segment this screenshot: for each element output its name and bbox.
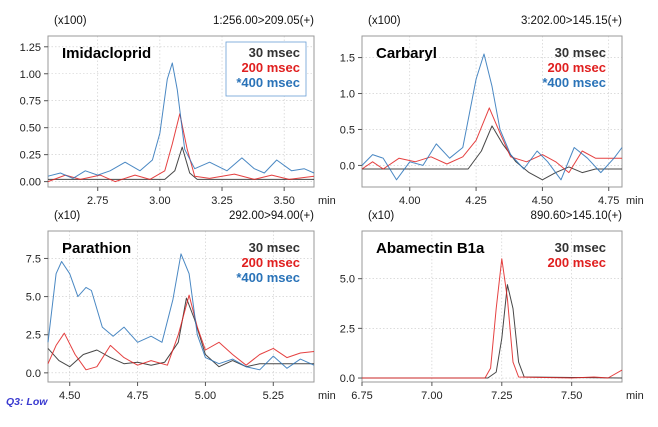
- y-tick-label: 2.5: [340, 323, 355, 335]
- series-group: [362, 258, 623, 379]
- series-line-s400: [47, 62, 315, 179]
- y-tick-label: 0.0: [26, 368, 41, 380]
- series-group: [47, 253, 315, 371]
- transition-label: 890.60>145.10(+): [531, 210, 623, 222]
- x-tick-label: 4.00: [399, 195, 420, 207]
- x-tick-label: 4.75: [598, 195, 619, 207]
- x-tick-label: 5.00: [195, 390, 216, 402]
- x-tick-label: 4.25: [465, 195, 486, 207]
- x-tick-label: 6.75: [351, 390, 372, 402]
- series-line-s200: [362, 258, 623, 379]
- legend-entry: *400 msec: [542, 75, 606, 90]
- legend-entry: 30 msec: [555, 240, 606, 255]
- y-multiplier: (x100): [54, 15, 87, 27]
- compound-name: Imidacloprid: [62, 45, 151, 62]
- y-tick-label: 0.50: [20, 123, 41, 135]
- transition-label: 3:202.00>145.15(+): [521, 15, 622, 27]
- chart-panel: 4.50 4.75 5.00 5.25 0.0 2.5 5.0 7.5 min (x10) 292.…: [26, 210, 336, 402]
- series-line-s30: [48, 146, 314, 180]
- transition-label: 1:256.00>209.05(+): [213, 15, 314, 27]
- legend-entry: 200 msec: [241, 60, 300, 75]
- series-line-s200: [361, 107, 622, 174]
- series-group: [47, 62, 315, 183]
- y-tick-label: 1.25: [20, 42, 41, 54]
- plot-frame: [47, 35, 315, 188]
- plot-frame: [361, 35, 623, 188]
- x-tick-label: 7.25: [491, 390, 512, 402]
- y-tick-label: 7.5: [26, 253, 41, 265]
- series-line-s400: [361, 53, 623, 181]
- series-line-s200: [47, 294, 315, 371]
- compound-name: Carbaryl: [376, 45, 437, 62]
- legend-entry: 200 msec: [547, 60, 606, 75]
- chart-panel: 2.75 3.00 3.25 3.50 0.00 0.25 0.50 0.75 1.00 1.25…: [20, 15, 336, 207]
- y-tick-label: 0.0: [340, 160, 355, 172]
- legend-entry: 200 msec: [241, 255, 300, 270]
- legend-box: [225, 41, 307, 97]
- chart-panel: 4.00 4.25 4.50 4.75 0.0 0.5 1.0 1.5 min (x100) 3:2…: [340, 15, 644, 207]
- x-axis-label: min: [626, 390, 644, 402]
- footnote: Q3: Low: [6, 396, 48, 408]
- x-tick-label: 5.25: [263, 390, 284, 402]
- series-line-s200: [47, 113, 315, 183]
- y-tick-label: 1.0: [340, 89, 355, 101]
- y-tick-label: 0.25: [20, 150, 41, 162]
- y-multiplier: (x10): [368, 210, 394, 222]
- legend-entry: *400 msec: [236, 75, 300, 90]
- y-multiplier: (x100): [368, 15, 401, 27]
- legend-entry: 200 msec: [547, 255, 606, 270]
- y-tick-label: 0.75: [20, 96, 41, 108]
- x-axis-label: min: [318, 390, 336, 402]
- y-tick-label: 0.0: [340, 373, 355, 385]
- x-tick-label: 4.50: [59, 390, 80, 402]
- y-multiplier: (x10): [54, 210, 80, 222]
- plot-frame: [361, 230, 623, 383]
- x-axis-label: min: [318, 195, 336, 207]
- y-tick-label: 5.0: [340, 274, 355, 286]
- y-tick-label: 1.5: [340, 53, 355, 65]
- transition-label: 292.00>94.00(+): [229, 210, 314, 222]
- x-tick-label: 3.50: [273, 195, 294, 207]
- y-tick-label: 0.00: [20, 177, 41, 189]
- series-line-s400: [47, 253, 315, 371]
- x-tick-label: 2.75: [87, 195, 108, 207]
- y-tick-label: 0.5: [340, 124, 355, 136]
- x-tick-label: 3.25: [211, 195, 232, 207]
- x-tick-label: 3.00: [149, 195, 170, 207]
- x-axis-label: min: [626, 195, 644, 207]
- series-line-s30: [362, 125, 622, 181]
- compound-name: Parathion: [62, 240, 131, 257]
- x-tick-label: 4.50: [532, 195, 553, 207]
- x-tick-label: 7.50: [561, 390, 582, 402]
- legend-entry: 30 msec: [555, 45, 606, 60]
- y-tick-label: 2.5: [26, 330, 41, 342]
- legend-entry: 30 msec: [249, 45, 300, 60]
- y-tick-label: 1.00: [20, 69, 41, 81]
- series-line-s30: [362, 284, 623, 379]
- chart-panel: 6.75 7.00 7.25 7.50 0.0 2.5 5.0 min (x10) 890.60>…: [340, 210, 644, 402]
- legend-entry: 30 msec: [249, 240, 300, 255]
- compound-name: Abamectin B1a: [376, 240, 485, 257]
- x-tick-label: 7.00: [421, 390, 442, 402]
- plot-frame: [47, 230, 315, 383]
- y-tick-label: 5.0: [26, 292, 41, 304]
- x-tick-label: 4.75: [127, 390, 148, 402]
- series-group: [361, 53, 623, 181]
- legend-entry: *400 msec: [236, 270, 300, 285]
